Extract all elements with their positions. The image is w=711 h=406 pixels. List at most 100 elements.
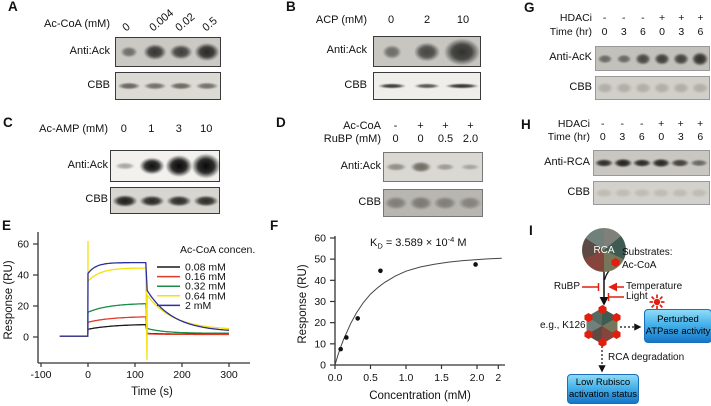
light-label: Light bbox=[626, 291, 648, 302]
blot-band bbox=[634, 82, 652, 94]
lane-label: 6 bbox=[697, 131, 704, 143]
lane-label: - bbox=[601, 118, 605, 130]
blot-band bbox=[653, 82, 671, 94]
accoa-label: Ac-CoA bbox=[622, 260, 657, 271]
acetyl-site-dot bbox=[598, 305, 607, 314]
y-tick-label: 20 bbox=[17, 301, 29, 313]
lane-labels: 0 0 0.5 2.0 bbox=[383, 133, 483, 145]
box-line: activation status bbox=[568, 389, 638, 400]
lane-label: - bbox=[622, 12, 626, 24]
reagent-label: Ac-AMP (mM) bbox=[39, 123, 108, 135]
blot-band bbox=[143, 44, 167, 60]
blot-band bbox=[690, 159, 709, 167]
acetyl-site-dot bbox=[584, 330, 593, 339]
blot-band bbox=[691, 82, 709, 94]
series-2mM bbox=[59, 261, 230, 337]
x-tick-label: 200 bbox=[173, 369, 191, 381]
lane-label: 3 bbox=[619, 131, 626, 143]
data-point bbox=[338, 346, 343, 352]
blot-band bbox=[139, 157, 164, 175]
blot-band bbox=[671, 188, 690, 198]
box-line: Perturbed bbox=[657, 314, 699, 326]
lane-label: 0 bbox=[120, 123, 127, 135]
lane-label: + bbox=[697, 12, 704, 24]
blot-band bbox=[377, 83, 406, 89]
sun-icon bbox=[649, 294, 665, 310]
y-axis-title: Response (RU) bbox=[3, 260, 15, 339]
blot-band bbox=[435, 163, 455, 171]
blot-band bbox=[409, 196, 433, 210]
cbb-gel bbox=[595, 76, 710, 100]
lane-label: 3 bbox=[620, 26, 627, 38]
panel-letter-I: I bbox=[529, 223, 533, 238]
blot-band bbox=[445, 83, 480, 89]
y-tick-label: 0 bbox=[320, 360, 326, 372]
lane-label: 0 bbox=[599, 131, 606, 143]
western-blot bbox=[595, 46, 710, 71]
perturbed-atpase-box: Perturbed ATPase activity bbox=[644, 309, 711, 343]
data-point bbox=[378, 268, 383, 274]
blot-band bbox=[385, 163, 407, 171]
rca-protein-circle: RCA bbox=[582, 228, 626, 272]
data-point bbox=[355, 316, 361, 321]
blot-row-label: CBB bbox=[358, 196, 381, 208]
x-tick-label: -100 bbox=[30, 369, 51, 381]
blot-band bbox=[594, 188, 613, 198]
blot-band bbox=[195, 82, 219, 90]
lane-label: + bbox=[442, 120, 449, 132]
y-tick-label: 60 bbox=[17, 239, 29, 251]
blot-row-label: Anti-RCA bbox=[544, 156, 590, 168]
reagent-label: Ac-CoA bbox=[343, 120, 381, 132]
blot-band bbox=[613, 188, 632, 198]
blot-band bbox=[596, 82, 614, 94]
blot-band bbox=[191, 153, 220, 179]
x-tick-label: 2 bbox=[495, 372, 501, 384]
cbb-gel bbox=[383, 189, 483, 217]
blot-band bbox=[594, 159, 614, 167]
lane-label: + bbox=[417, 120, 424, 132]
lane-label: + bbox=[677, 118, 684, 130]
lane-label: 6 bbox=[638, 131, 645, 143]
panel-letter-G: G bbox=[524, 0, 535, 15]
blot-row-label: CBB bbox=[85, 193, 108, 205]
x-tick-label: 0.0 bbox=[328, 372, 343, 384]
spr-sensorgram-chart: 0 20 40 60 -100 0 100 200 300 Time (s) Response (R… bbox=[0, 220, 266, 406]
blot-row-label: Anti:Ack bbox=[326, 44, 367, 56]
data-point bbox=[473, 262, 478, 267]
legend-label: 0.08 mM bbox=[185, 262, 226, 274]
x-tick-label: 2.0 bbox=[470, 372, 485, 384]
blot-band bbox=[165, 155, 192, 177]
blot-row-label: CBB bbox=[569, 81, 592, 93]
box-line: ATPase activity bbox=[645, 326, 711, 337]
blot-band bbox=[653, 52, 670, 65]
lane-label: 0 bbox=[387, 14, 395, 26]
lane-label: + bbox=[659, 12, 666, 24]
x-tick-label: 0 bbox=[85, 369, 91, 381]
lane-label: 0 bbox=[417, 133, 424, 145]
y-tick-label: 60 bbox=[314, 232, 326, 244]
acetyl-site-dot bbox=[612, 313, 621, 322]
blot-band bbox=[632, 188, 651, 198]
lane-label: 0 bbox=[392, 133, 399, 145]
x-tick-label: 300 bbox=[220, 369, 238, 381]
lane-labels: 0 0.004 0.02 0.5 bbox=[115, 0, 221, 34]
blot-band bbox=[672, 82, 690, 94]
lane-labels: - - - + + + bbox=[593, 118, 710, 130]
reagent-label: RuBP (mM) bbox=[323, 133, 381, 145]
blot-row-label: Anti:Ack bbox=[340, 160, 381, 172]
lane-label: 0.004 bbox=[147, 7, 176, 35]
lane-label: 6 bbox=[697, 26, 704, 38]
binding-curve-chart: 0 10 20 30 40 50 60 0.0 0.5 1.0 1.5 2.0 2 Concentrati… bbox=[262, 220, 522, 406]
cbb-gel bbox=[373, 72, 481, 100]
blot-band bbox=[112, 194, 137, 207]
x-axis-title: Time (s) bbox=[131, 386, 173, 398]
y-tick-label: 50 bbox=[314, 254, 326, 266]
blot-band bbox=[384, 196, 408, 210]
legend-title: Ac-CoA concen. bbox=[180, 244, 255, 256]
blot-row-label: CBB bbox=[567, 186, 590, 198]
blot-band bbox=[613, 158, 633, 168]
blot-band bbox=[194, 43, 220, 61]
series-0.16mM bbox=[59, 316, 229, 337]
